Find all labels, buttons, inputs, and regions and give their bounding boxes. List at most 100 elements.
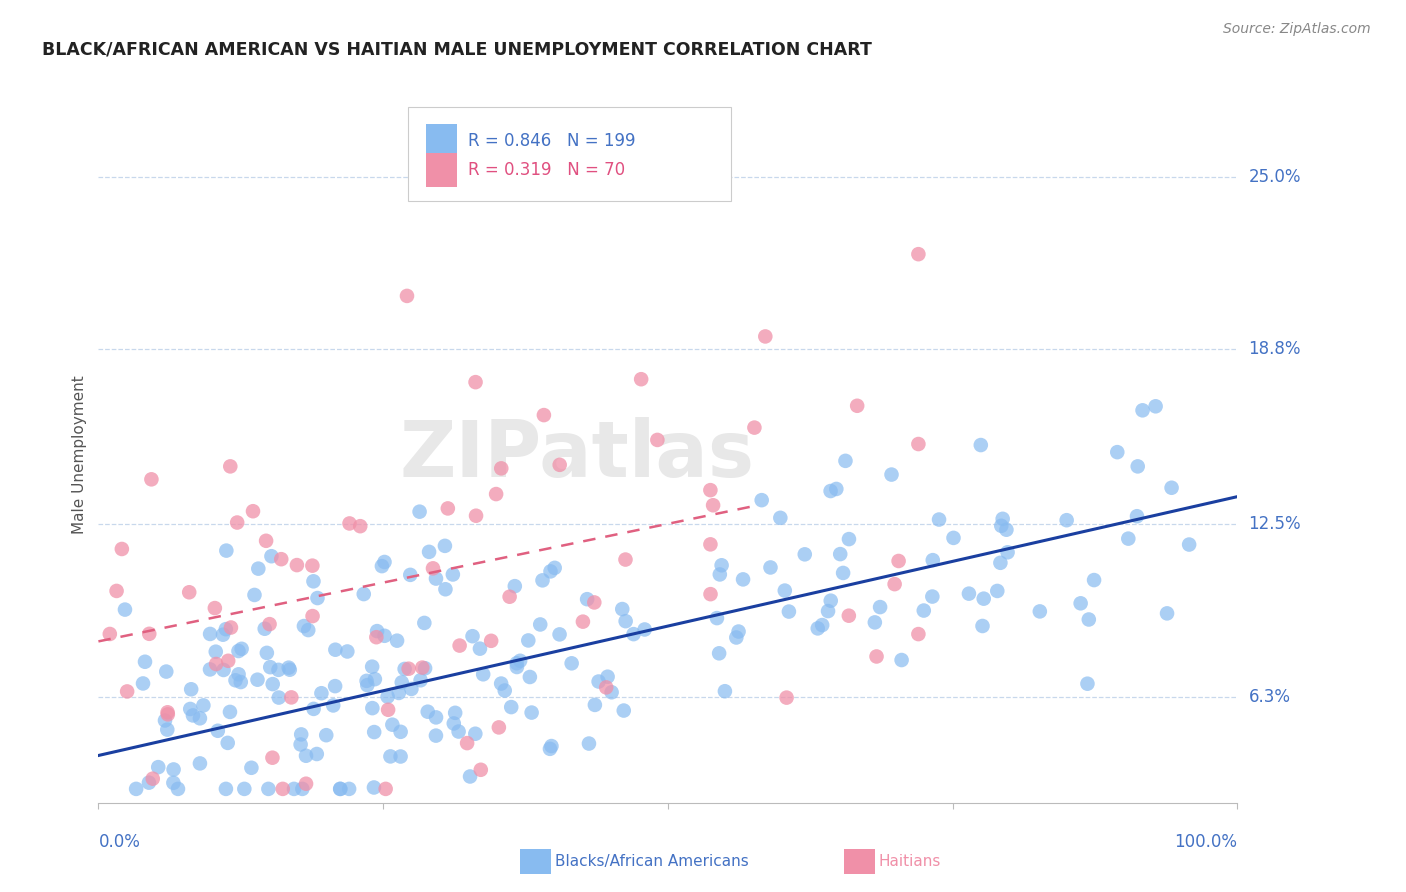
Point [921,590,943,604]
Point [297,623,319,637]
Point [710,558,733,573]
Point [1160,481,1182,495]
Point [623,627,645,641]
Point [647,433,669,447]
Point [437,501,460,516]
Point [399,567,422,582]
Point [883,577,905,591]
Point [291,781,314,796]
Point [997,545,1019,559]
Point [162,763,184,777]
Point [267,690,290,705]
Point [301,558,323,573]
Point [361,659,384,673]
Point [995,523,1018,537]
Point [295,748,318,763]
Point [336,644,359,658]
Point [472,667,495,681]
Point [754,329,776,343]
Point [519,670,541,684]
Point [280,690,302,705]
Point [217,654,239,668]
Point [364,672,387,686]
Point [634,623,657,637]
Point [830,547,852,561]
Point [156,723,179,737]
Point [572,615,595,629]
Point [731,573,754,587]
Point [156,707,179,722]
Point [433,539,456,553]
Point [811,618,834,632]
Point [188,756,211,771]
Point [778,605,800,619]
Point [395,289,418,303]
Point [356,673,378,688]
Point [277,660,299,674]
Point [588,674,610,689]
Point [374,781,396,796]
Point [614,614,637,628]
Point [465,508,488,523]
Text: R = 0.319   N = 70: R = 0.319 N = 70 [468,161,626,179]
Point [863,615,886,630]
Point [1083,573,1105,587]
Point [613,704,636,718]
Point [371,559,394,574]
Text: 0.0%: 0.0% [98,833,141,851]
Point [262,750,284,764]
Point [229,675,252,690]
Point [337,781,360,796]
Text: Haitians: Haitians [879,855,941,869]
Point [907,437,929,451]
Point [125,781,148,796]
Point [890,653,912,667]
Point [377,703,399,717]
Point [148,760,170,774]
Point [302,702,325,716]
Point [401,681,423,696]
Point [374,629,396,643]
Point [517,633,540,648]
Point [817,604,839,618]
Point [612,602,634,616]
Point [377,690,399,704]
Point [887,554,910,568]
Point [1126,509,1149,524]
Point [181,708,204,723]
Point [498,590,520,604]
Point [709,567,731,582]
Point [751,493,773,508]
Point [706,611,728,625]
Point [363,725,385,739]
Text: 18.8%: 18.8% [1249,340,1301,359]
Point [1144,399,1167,413]
Point [583,595,606,609]
Point [699,587,721,601]
Point [259,617,281,632]
Text: 12.5%: 12.5% [1249,516,1301,533]
Point [233,781,256,796]
Point [832,566,855,580]
Point [986,583,1008,598]
Point [198,627,221,641]
Point [990,518,1012,533]
Point [295,777,318,791]
Point [699,537,721,551]
Point [391,675,413,690]
Point [228,644,250,658]
Point [134,655,156,669]
Point [418,545,440,559]
Point [142,772,165,786]
Point [531,574,554,588]
Point [759,560,782,574]
Point [699,483,721,497]
Point [155,665,177,679]
Point [880,467,903,482]
Point [226,516,249,530]
Point [520,706,543,720]
Point [323,679,346,693]
Point [380,749,402,764]
Point [253,622,276,636]
Point [501,700,523,714]
